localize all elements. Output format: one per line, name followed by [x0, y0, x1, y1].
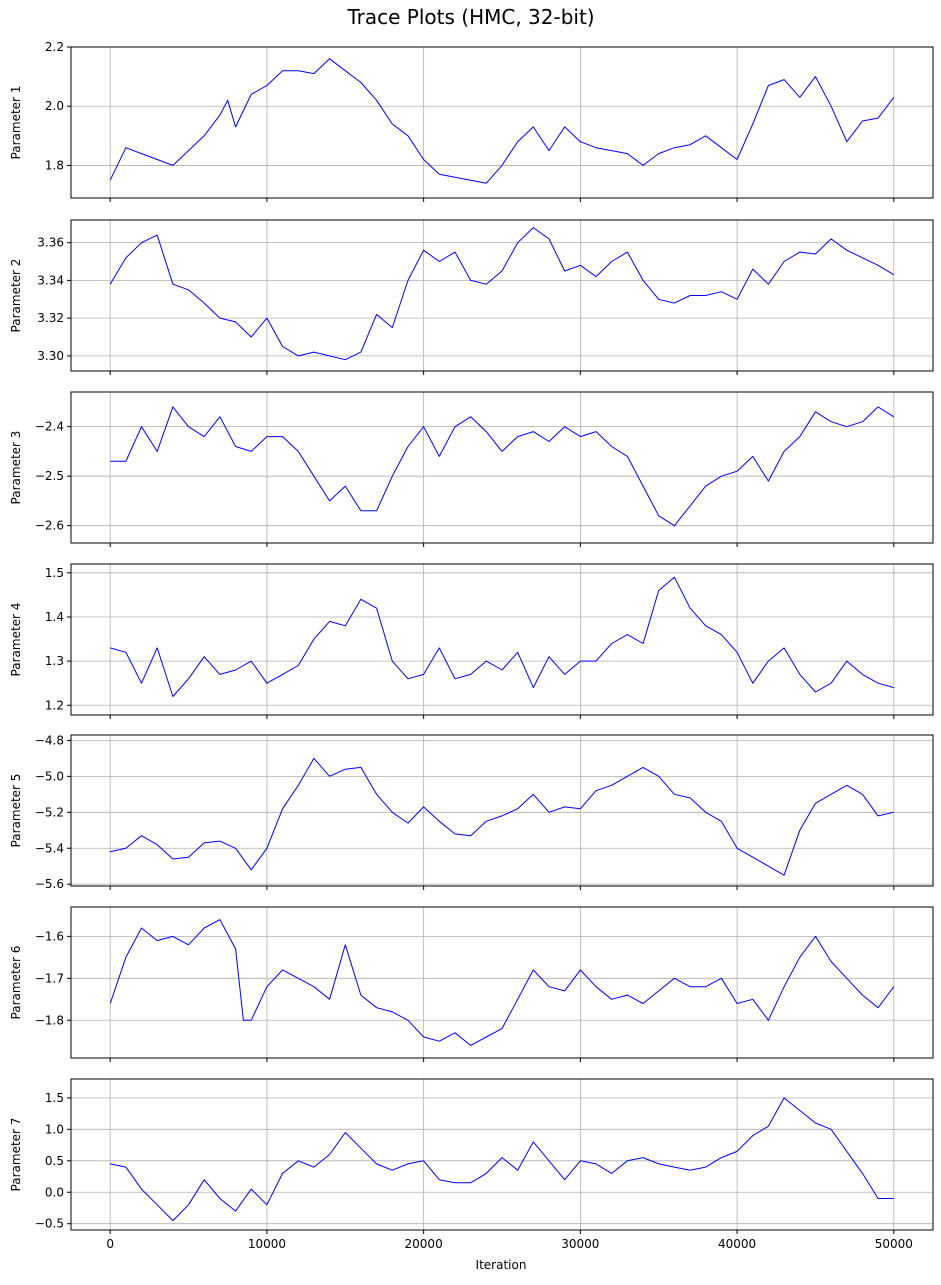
panel-frame [70, 734, 934, 887]
trace-panel-3: −2.6 −2.5 −2.4 Parameter 3 [9, 391, 934, 547]
panels-group: 1.8 2.0 2.2 Parameter 1 3.30 3.32 3.34 3.36 Para… [9, 40, 934, 1251]
x-tick-label: 30000 [561, 1237, 599, 1251]
panel-frame [70, 906, 934, 1059]
y-tick-label: −0.5 [35, 1217, 64, 1231]
y-tick-label: −5.0 [35, 769, 64, 783]
y-tick-label: 0.5 [45, 1154, 64, 1168]
y-axis-label: Parameter 5 [9, 774, 23, 848]
y-tick-label: 0.0 [45, 1185, 64, 1199]
y-tick-label: 1.5 [45, 1091, 64, 1105]
x-tick-label: 10000 [248, 1237, 286, 1251]
trace-line-parameter-3 [110, 406, 895, 527]
y-tick-label: 3.36 [37, 236, 64, 250]
trace-line-parameter-7 [110, 1097, 894, 1222]
y-tick-label: −4.8 [35, 733, 64, 747]
y-tick-label: −1.8 [35, 1013, 64, 1027]
y-tick-label: −5.6 [35, 877, 64, 891]
trace-panel-5: −5.6 −5.4 −5.2 −5.0 −4.8 Parameter 5 [9, 733, 934, 891]
x-tick-label: 40000 [718, 1237, 756, 1251]
y-axis-label: Parameter 4 [9, 603, 23, 677]
y-axis-label: Parameter 6 [9, 946, 23, 1020]
y-axis-label: Parameter 2 [9, 259, 23, 333]
y-tick-label: −2.4 [35, 420, 64, 434]
trace-panel-4: 1.2 1.3 1.4 1.5 Parameter 4 [9, 563, 934, 719]
x-tick-label: 50000 [875, 1237, 913, 1251]
y-tick-label: −5.4 [35, 841, 64, 855]
y-tick-label: 3.30 [37, 349, 64, 363]
trace-panel-6: −1.8 −1.7 −1.6 Parameter 6 [9, 906, 934, 1062]
trace-panel-2: 3.30 3.32 3.34 3.36 Parameter 2 [9, 219, 934, 375]
trace-panel-1: 1.8 2.0 2.2 Parameter 1 [9, 40, 934, 202]
panel-frame [70, 219, 934, 372]
trace-line-parameter-1 [109, 58, 895, 184]
x-axis-label: Iteration [476, 1258, 527, 1272]
figure-title: Trace Plots (HMC, 32-bit) [346, 5, 594, 29]
trace-line-parameter-5 [110, 757, 894, 876]
y-tick-label: −5.2 [35, 805, 64, 819]
y-tick-label: −1.7 [35, 971, 64, 985]
y-axis-label: Parameter 7 [9, 1118, 23, 1192]
y-tick-label: 1.2 [45, 698, 64, 712]
y-axis-label: Parameter 1 [9, 86, 23, 160]
trace-line-parameter-2 [109, 227, 895, 361]
panel-frame [70, 391, 934, 544]
trace-line-parameter-4 [110, 576, 894, 697]
y-tick-label: 1.4 [45, 610, 64, 624]
y-tick-label: 2.0 [45, 99, 64, 113]
y-tick-label: 1.3 [45, 654, 64, 668]
trace-panel-7: −0.5 0.0 0.5 1.0 1.5 0 10000 20000 30000 40000 500… [9, 1078, 934, 1251]
y-tick-label: −2.6 [35, 519, 64, 533]
y-tick-label: −1.6 [35, 929, 64, 943]
y-tick-label: 3.34 [37, 273, 64, 287]
panel-frame [70, 1078, 934, 1231]
y-axis-label: Parameter 3 [9, 431, 23, 505]
panel-frame [70, 563, 934, 716]
x-tick-label: 0 [106, 1237, 114, 1251]
y-tick-label: −2.5 [35, 469, 64, 483]
y-tick-label: 1.0 [45, 1122, 64, 1136]
y-tick-label: 3.32 [37, 311, 64, 325]
x-tick-label: 20000 [405, 1237, 443, 1251]
y-tick-label: 1.8 [45, 158, 64, 172]
y-tick-label: 2.2 [45, 40, 64, 54]
panel-frame [70, 46, 934, 199]
trace-line-parameter-6 [109, 919, 895, 1046]
y-tick-label: 1.5 [45, 566, 64, 580]
